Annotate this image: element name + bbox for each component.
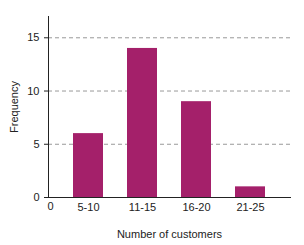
svg-text:21-25: 21-25 — [236, 201, 264, 213]
svg-text:Number of customers: Number of customers — [117, 228, 223, 240]
svg-text:11-15: 11-15 — [129, 201, 156, 213]
svg-text:5-10: 5-10 — [77, 201, 99, 213]
svg-text:0: 0 — [48, 200, 54, 212]
svg-text:16-20: 16-20 — [182, 201, 210, 213]
svg-text:15: 15 — [27, 31, 39, 43]
svg-text:0: 0 — [33, 191, 39, 203]
svg-text:10: 10 — [27, 85, 39, 97]
svg-text:Frequency: Frequency — [8, 81, 20, 133]
svg-text:5: 5 — [33, 138, 39, 150]
